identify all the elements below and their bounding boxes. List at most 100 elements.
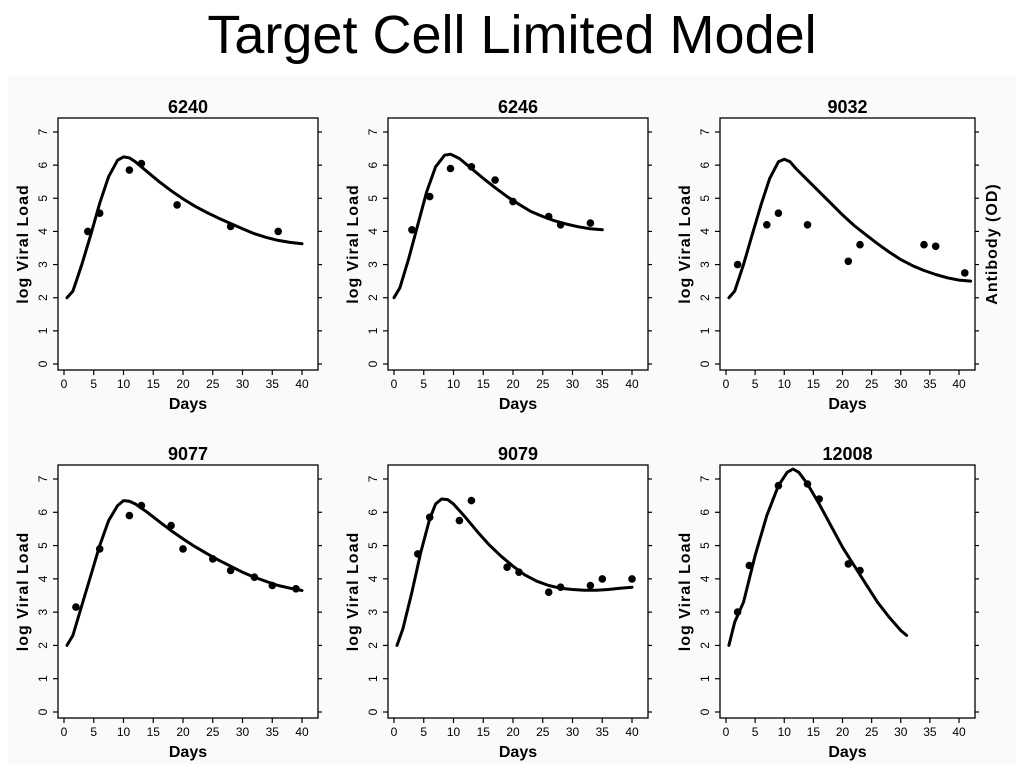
y-tick-label: 7 [366,128,380,135]
y-tick-label: 0 [36,360,50,367]
chart-panel: 6246 0 5 10 15 20 25 30 35 40 0 1 2 3 4 5 6 7 Days log Vira… [345,97,652,413]
x-tick-label: 15 [477,725,491,739]
data-point [125,511,134,520]
plot-frame [57,117,319,371]
y-tick-label: 7 [698,128,712,135]
x-tick-label: 25 [536,725,550,739]
y-tick-label: 6 [36,161,50,168]
x-tick-label: 10 [117,725,131,739]
x-axis-label: Days [828,396,866,413]
x-tick-label: 5 [90,377,97,391]
y-tick-label: 4 [366,575,380,582]
x-tick-label: 40 [295,377,309,391]
x-tick-label: 15 [807,725,821,739]
chart-panel: 9079 0 5 10 15 20 25 30 35 40 0 1 2 3 4 5 6 7 Days log Vira… [345,444,652,761]
x-tick-label: 5 [420,377,427,391]
data-point [467,496,476,505]
x-tick-label: 25 [536,377,550,391]
y-tick-label: 6 [698,509,712,516]
y-tick-label: 7 [698,475,712,482]
plot-frame [719,117,976,371]
data-point [961,269,969,277]
y-tick-label: 3 [36,261,50,268]
x-axis-label: Days [499,744,537,761]
x-tick-label: 5 [752,725,759,739]
y-tick-label: 0 [36,708,50,715]
y-tick-label: 3 [698,261,712,268]
y-tick-label: 6 [366,161,380,168]
x-tick-label: 10 [447,725,461,739]
model-fit-line [727,467,909,647]
x-tick-label: 20 [506,377,520,391]
y-tick-label: 7 [366,475,380,482]
data-point [733,260,742,269]
data-point [179,545,187,553]
y-tick-label: 1 [36,327,50,334]
x-tick-label: 30 [566,377,580,391]
y-tick-label: 0 [698,360,712,367]
x-axis-label: Days [828,744,866,761]
plot-frame [387,117,649,371]
model-fit-line [395,497,634,647]
data-point [173,201,181,209]
y-axis-label: log Viral Load [345,532,362,652]
x-tick-label: 15 [477,377,491,391]
x-tick-label: 20 [836,377,850,391]
x-tick-label: 15 [147,725,161,739]
y-tick-label: 4 [698,228,712,235]
x-tick-label: 20 [506,725,520,739]
x-tick-label: 20 [176,725,190,739]
y-tick-label: 5 [698,542,712,549]
chart-title: 6246 [498,97,538,117]
y-axis-label: log Viral Load [677,532,694,652]
x-axis-label: Days [169,744,207,761]
chart-title: 12008 [822,444,872,464]
x-tick-label: 5 [752,377,759,391]
y-axis-label: log Viral Load [345,184,362,304]
x-tick-label: 35 [923,377,937,391]
data-point [72,603,80,611]
chart-panel: 12008 0 5 10 15 20 25 30 35 40 0 1 2 3 4 5 6 7 Days log Vir… [677,444,979,761]
y-axis-label: log Viral Load [15,184,32,304]
slide-title: Target Cell Limited Model [207,5,817,65]
y-tick-label: 6 [36,509,50,516]
y-tick-label: 1 [698,327,712,334]
x-tick-label: 35 [923,725,937,739]
x-tick-label: 30 [236,725,250,739]
x-tick-label: 30 [894,377,908,391]
y-tick-label: 7 [36,128,50,135]
y-tick-label: 2 [698,294,712,301]
y-tick-label: 4 [366,228,380,235]
data-point [125,166,134,174]
x-tick-label: 30 [894,725,908,739]
x-tick-label: 35 [596,377,610,391]
y-tick-label: 5 [36,542,50,549]
model-fit-line [65,499,304,647]
x-axis-label: Days [169,396,207,413]
y-tick-label: 0 [366,360,380,367]
y-tick-label: 5 [366,542,380,549]
x-tick-label: 20 [176,377,190,391]
data-point [544,588,553,596]
data-point [763,221,771,229]
y-tick-label: 2 [366,642,380,649]
y-tick-label: 2 [36,642,50,649]
y-tick-label: 7 [36,475,50,482]
y-tick-label: 5 [36,195,50,202]
x-tick-label: 35 [266,725,280,739]
chart-panel: 9077 0 5 10 15 20 25 30 35 40 0 1 2 3 4 5 6 7 Days log Vira… [15,444,322,761]
y-tick-label: 2 [36,294,50,301]
y-tick-label: 6 [698,161,712,168]
x-tick-label: 40 [625,725,639,739]
x-tick-label: 0 [391,725,398,739]
y-tick-label: 2 [366,294,380,301]
chart-title: 6240 [168,97,208,117]
y-tick-label: 3 [36,608,50,615]
data-point [491,176,499,184]
secondary-y-axis-label: Antibody (OD) [984,183,1001,304]
x-tick-label: 0 [723,725,730,739]
y-tick-label: 4 [698,575,712,582]
data-point [586,219,595,227]
x-tick-label: 0 [723,377,730,391]
data-point [844,257,853,266]
